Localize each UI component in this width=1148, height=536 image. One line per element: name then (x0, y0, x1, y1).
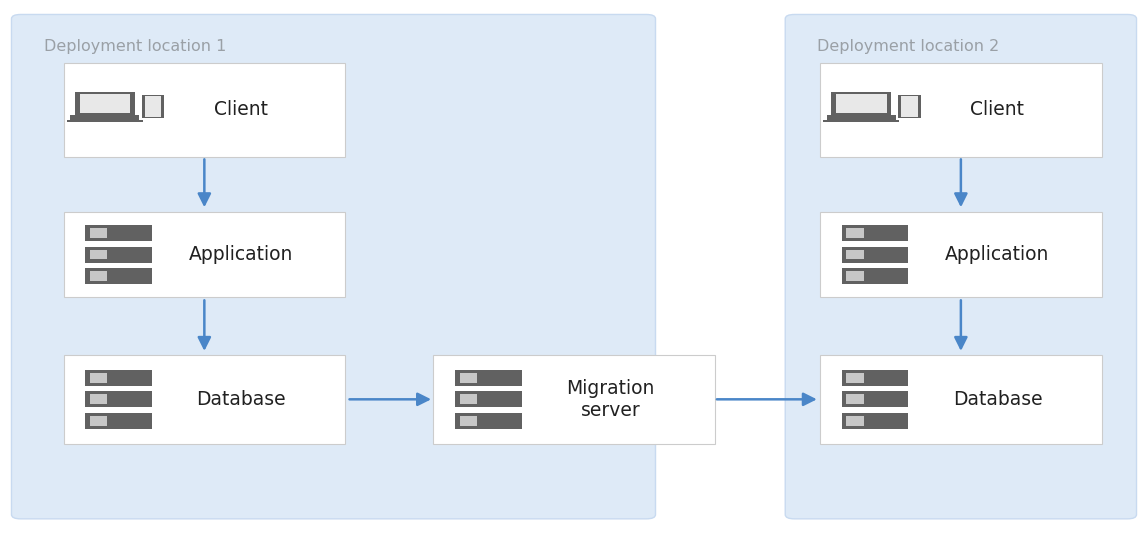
Bar (85, 247, 152, 263)
Bar (846, 250, 864, 259)
Bar (459, 394, 478, 404)
Text: Database: Database (953, 390, 1042, 409)
Bar (846, 271, 864, 281)
Bar (831, 92, 891, 115)
Bar (898, 95, 921, 118)
Bar (455, 413, 521, 429)
Bar (145, 96, 161, 117)
Bar (63, 63, 344, 157)
Bar (63, 355, 344, 444)
FancyBboxPatch shape (785, 14, 1137, 519)
Bar (841, 247, 908, 263)
Bar (901, 96, 917, 117)
Bar (79, 94, 130, 113)
Bar (820, 212, 1101, 297)
Bar (841, 268, 908, 284)
Bar (841, 391, 908, 407)
Bar (434, 355, 714, 444)
Bar (85, 413, 152, 429)
Bar (75, 92, 134, 115)
Bar (67, 120, 142, 122)
Bar (455, 370, 521, 386)
Text: Application: Application (188, 245, 293, 264)
Text: Database: Database (196, 390, 286, 409)
Bar (90, 271, 108, 281)
Text: Client: Client (214, 100, 267, 120)
Bar (85, 391, 152, 407)
Bar (455, 391, 521, 407)
Bar (90, 394, 108, 404)
Bar (846, 228, 864, 238)
Bar (85, 225, 152, 241)
Bar (846, 394, 864, 404)
Bar (85, 268, 152, 284)
Bar (85, 370, 152, 386)
FancyBboxPatch shape (11, 14, 656, 519)
Bar (90, 250, 108, 259)
Bar (459, 373, 478, 383)
Bar (63, 212, 344, 297)
Bar (827, 115, 895, 120)
Bar (836, 94, 886, 113)
Bar (841, 225, 908, 241)
Bar (70, 115, 139, 120)
Bar (90, 228, 108, 238)
Bar (846, 373, 864, 383)
Bar (820, 355, 1101, 444)
Bar (823, 120, 899, 122)
Bar (841, 370, 908, 386)
Text: Application: Application (945, 245, 1049, 264)
Text: Deployment location 2: Deployment location 2 (817, 39, 1000, 54)
Bar (90, 416, 108, 426)
Bar (141, 95, 164, 118)
Bar (459, 416, 478, 426)
Bar (846, 416, 864, 426)
Bar (820, 63, 1101, 157)
Text: Deployment location 1: Deployment location 1 (44, 39, 226, 54)
Bar (90, 373, 108, 383)
Text: Migration
server: Migration server (566, 379, 654, 420)
Text: Client: Client (970, 100, 1024, 120)
Bar (841, 413, 908, 429)
